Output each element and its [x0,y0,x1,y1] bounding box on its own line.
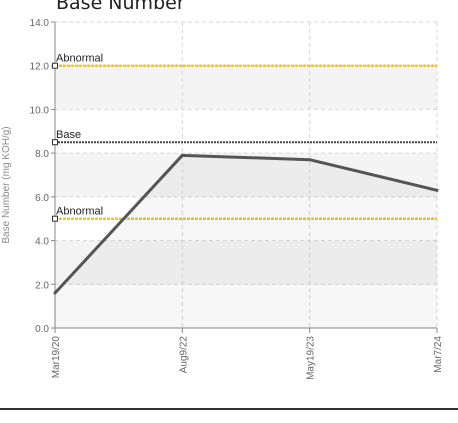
reference-label: Abnormal [56,53,103,65]
plot-bands [55,65,437,285]
plot-band [55,65,437,110]
data-point [435,188,439,192]
plot-band [55,240,437,285]
data-point [308,158,312,162]
x-tick-label: May19/23 [306,336,317,380]
y-tick-label: 10.0 [30,105,50,116]
bottom-rule [0,408,458,410]
y-tick-label: 0.0 [35,324,49,335]
reference-marker [52,139,58,146]
y-tick-label: 6.0 [35,193,49,204]
reference-marker [52,62,58,69]
series-line [53,153,439,295]
reference-label: Abnormal [56,206,103,218]
reference-lines: Abnormal Base Abnormal [52,53,437,222]
y-tick-label: 4.0 [35,237,49,248]
y-tick-labels: 0.0 2.0 4.0 6.0 8.0 10.0 12.0 14.0 [30,18,50,335]
reference-marker [52,215,58,222]
series-group [53,153,439,295]
y-tick-label: 14.0 [30,18,50,29]
data-point [180,153,184,157]
reference-label: Base [56,129,81,141]
x-tick-label: Aug9/22 [178,336,189,374]
x-tick-label: Mar7/24 [433,336,444,373]
x-tick-labels: Mar19/20 Aug9/22 May19/23 Mar7/24 [51,336,444,380]
axes [51,21,438,333]
y-tick-label: 8.0 [35,149,49,160]
y-tick-label: 2.0 [35,280,49,291]
data-point [53,291,57,295]
x-tick-label: Mar19/20 [51,336,62,379]
chart-title: Base Number [56,0,185,14]
y-tick-label: 12.0 [30,62,50,73]
y-axis-title: Base Number (mg KOH/g) [1,126,12,243]
